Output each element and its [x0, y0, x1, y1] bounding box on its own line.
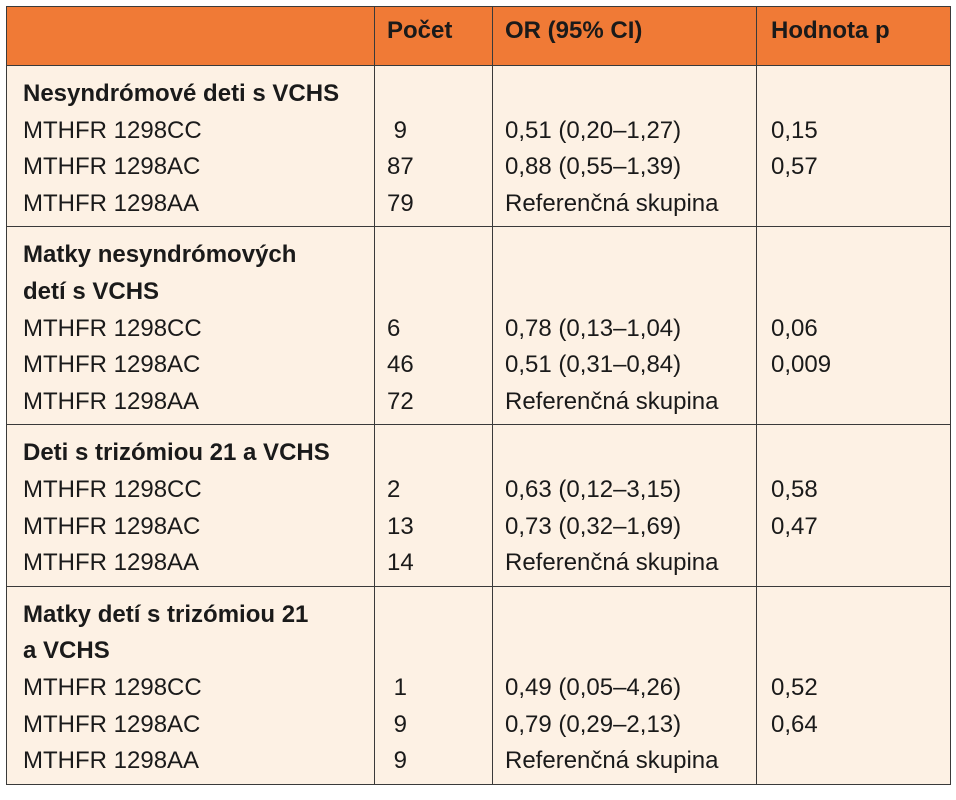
header-count: Počet — [374, 6, 493, 66]
group-title: a VCHS — [23, 637, 110, 665]
count-value: 79 — [387, 189, 414, 217]
p-value-cell: .0,580,47. — [756, 424, 951, 587]
header-p-value: Hodnota p — [756, 6, 951, 66]
group-title: Nesyndrómové deti s VCHS — [23, 80, 340, 107]
p-value-cell: ..0,060,009. — [756, 226, 951, 426]
group-label-cell: Matky nesyndrómových detí s VCHS MTHFR 129… — [6, 226, 375, 426]
results-table-container: Počet OR (95% CI) Hodnota p Nesyndrómové… — [6, 6, 951, 794]
group-title: Matky detí s trizómiou 21 — [23, 600, 309, 628]
group-title: Matky nesyndrómových — [23, 241, 297, 269]
or-cell: .0,51 (0,20–1,27)0,88 (0,55–1,39)Referen… — [492, 64, 757, 228]
genotype-label: MTHFR 1298AA — [23, 189, 200, 217]
genotype-results-table: Počet OR (95% CI) Hodnota p Nesyndrómové… — [6, 6, 951, 785]
genotype-label: MTHFR 1298AA — [23, 747, 200, 775]
odds-ratio-value: 0,51 (0,20–1,27) — [505, 116, 682, 144]
odds-ratio-value: 0,51 (0,31–0,84) — [505, 351, 682, 379]
p-value: 0,15 — [771, 116, 818, 144]
count-value: 1 — [387, 673, 408, 701]
header-group — [6, 6, 375, 66]
count-value: 87 — [387, 153, 414, 181]
odds-ratio-value: 0,79 (0,29–2,13) — [505, 710, 682, 738]
group-title: Deti s trizómiou 21 a VCHS — [23, 439, 330, 467]
table-body: Nesyndrómové deti s VCHS MTHFR 1298CC MTHF… — [6, 64, 951, 785]
odds-ratio-value: 0,88 (0,55–1,39) — [505, 153, 682, 181]
group-row: Nesyndrómové deti s VCHS MTHFR 1298CC MTHF… — [6, 64, 951, 228]
p-value: 0,57 — [771, 153, 818, 181]
table-header-row: Počet OR (95% CI) Hodnota p — [6, 6, 951, 66]
or-cell: ..0,78 (0,13–1,04)0,51 (0,31–0,84)Refere… — [492, 226, 757, 426]
p-value: 0,64 — [771, 710, 818, 738]
genotype-label: MTHFR 1298CC — [23, 475, 202, 503]
genotype-label: MTHFR 1298CC — [23, 673, 202, 701]
odds-ratio-value: Referenčná skupina — [505, 747, 719, 775]
group-row: Deti s trizómiou 21 a VCHS MTHFR 1298CC MT… — [6, 424, 951, 587]
genotype-label: MTHFR 1298AA — [23, 387, 200, 415]
group-label-cell: Nesyndrómové deti s VCHS MTHFR 1298CC MTHF… — [6, 64, 375, 228]
group-row: Matky nesyndrómových detí s VCHS MTHFR 129… — [6, 226, 951, 426]
odds-ratio-value: Referenčná skupina — [505, 387, 719, 415]
genotype-label: MTHFR 1298AC — [23, 153, 201, 181]
p-value: 0,52 — [771, 673, 818, 701]
count-value: 9 — [387, 116, 408, 144]
count-value: 46 — [387, 351, 414, 379]
or-cell: ..0,49 (0,05–4,26)0,79 (0,29–2,13)Refere… — [492, 585, 757, 785]
count-value: 6 — [387, 314, 401, 342]
p-value-cell: ..0,520,64. — [756, 585, 951, 785]
group-label-cell: Matky detí s trizómiou 21 a VCHS MTHFR 129… — [6, 585, 375, 785]
p-value: 0,47 — [771, 512, 818, 540]
count-value: 9 — [387, 747, 408, 775]
genotype-label: MTHFR 1298CC — [23, 314, 202, 342]
count-cell: .. 1 9 9 — [374, 585, 493, 785]
odds-ratio-value: 0,78 (0,13–1,04) — [505, 314, 682, 342]
count-value: 72 — [387, 387, 414, 415]
group-title: detí s VCHS — [23, 277, 160, 305]
odds-ratio-value: 0,73 (0,32–1,69) — [505, 512, 682, 540]
group-row: Matky detí s trizómiou 21 a VCHS MTHFR 129… — [6, 585, 951, 785]
header-or: OR (95% CI) — [492, 6, 757, 66]
odds-ratio-value: 0,49 (0,05–4,26) — [505, 673, 682, 701]
genotype-label: MTHFR 1298CC — [23, 116, 202, 144]
p-value: 0,009 — [771, 351, 832, 379]
odds-ratio-value: Referenčná skupina — [505, 549, 719, 577]
count-value: 2 — [387, 475, 401, 503]
count-value: 9 — [387, 710, 408, 738]
count-value: 14 — [387, 549, 414, 577]
genotype-label: MTHFR 1298AC — [23, 710, 201, 738]
genotype-label: MTHFR 1298AA — [23, 549, 200, 577]
odds-ratio-value: Referenčná skupina — [505, 189, 719, 217]
p-value: 0,06 — [771, 314, 818, 342]
p-value-cell: .0,150,57. — [756, 64, 951, 228]
p-value: 0,58 — [771, 475, 818, 503]
or-cell: .0,63 (0,12–3,15)0,73 (0,32–1,69)Referen… — [492, 424, 757, 587]
odds-ratio-value: 0,63 (0,12–3,15) — [505, 475, 682, 503]
genotype-label: MTHFR 1298AC — [23, 512, 201, 540]
genotype-label: MTHFR 1298AC — [23, 351, 201, 379]
group-label-cell: Deti s trizómiou 21 a VCHS MTHFR 1298CC MT… — [6, 424, 375, 587]
count-value: 13 — [387, 512, 414, 540]
